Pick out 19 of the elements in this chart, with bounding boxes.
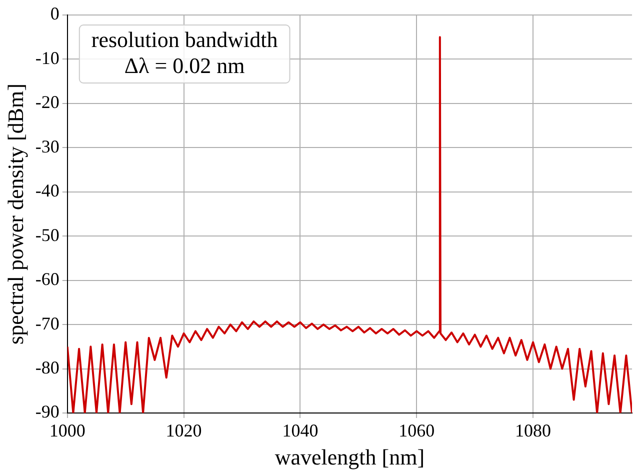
y-axis-title: spectral power density [dBm]: [2, 84, 28, 344]
y-tick-label: -10: [35, 48, 60, 68]
x-tick-label: 1060: [398, 420, 435, 441]
x-tick-label: 1000: [49, 420, 86, 441]
y-tick-label: -30: [35, 136, 60, 156]
y-tick-label: -70: [35, 313, 60, 334]
y-tick-label: -80: [35, 358, 60, 378]
x-tick-label: 1020: [166, 420, 202, 441]
y-tick-label: 0: [50, 4, 60, 24]
y-tick-label: -20: [35, 92, 60, 112]
x-axis-title: wavelength [nm]: [274, 444, 425, 470]
x-tick-label: 1080: [515, 420, 552, 441]
annotation: resolution bandwidth: [91, 26, 278, 52]
y-tick-label: -50: [35, 224, 60, 245]
annotation: Δλ = 0.02 nm: [124, 52, 245, 78]
y-tick-label: -40: [35, 180, 60, 201]
x-tick-label: 1040: [282, 420, 318, 441]
y-tick-label: -90: [35, 402, 60, 422]
y-tick-label: -60: [35, 269, 60, 290]
